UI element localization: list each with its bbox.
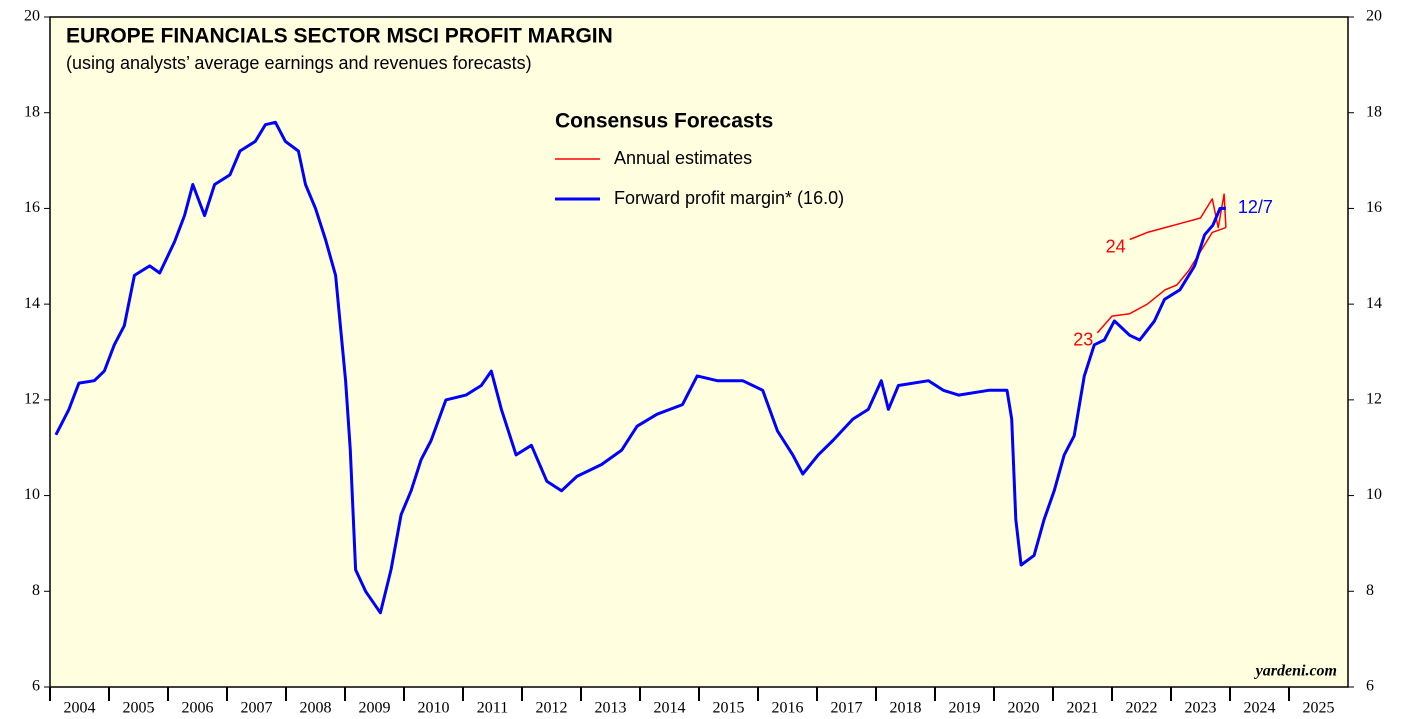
y-tick-label: 18 <box>24 103 40 120</box>
series-label: 23 <box>1073 330 1093 350</box>
legend-label: Forward profit margin* (16.0) <box>614 188 844 208</box>
series-line <box>54 120 1226 615</box>
x-tick-label: 2005 <box>123 700 155 717</box>
x-tick-label: 2015 <box>713 700 745 717</box>
x-tick-label: 2014 <box>654 700 686 717</box>
x-tick-label: 2013 <box>595 700 627 717</box>
annotation: 12/7 <box>1238 197 1273 217</box>
y-tick-label: 20 <box>24 8 40 25</box>
y2-tick-label: 14 <box>1366 295 1382 312</box>
x-tick-label: 2016 <box>772 700 804 717</box>
plot-area <box>49 16 1349 688</box>
y-tick-label: 16 <box>24 199 40 216</box>
y2-tick-label: 8 <box>1366 582 1374 599</box>
x-tick-label: 2007 <box>241 700 273 717</box>
x-tick-label: 2004 <box>64 700 96 717</box>
y-tick-label: 8 <box>32 582 40 599</box>
x-tick-label: 2017 <box>831 700 863 717</box>
y-tick-label: 14 <box>24 295 40 312</box>
series-label: 24 <box>1106 236 1126 256</box>
series-line <box>1129 193 1227 241</box>
x-tick-label: 2009 <box>359 700 391 717</box>
x-tick-label: 2023 <box>1185 700 1217 717</box>
y2-tick-label: 16 <box>1366 199 1382 216</box>
x-tick-label: 2010 <box>418 700 450 717</box>
y2-tick-label: 18 <box>1366 103 1382 120</box>
x-tick-label: 2011 <box>477 700 508 717</box>
y2-tick-label: 10 <box>1366 486 1382 503</box>
x-tick-label: 2022 <box>1126 700 1158 717</box>
y2-tick-label: 20 <box>1366 8 1382 25</box>
x-tick-label: 2025 <box>1303 700 1335 717</box>
x-tick-label: 2021 <box>1067 700 1099 717</box>
y-tick-label: 12 <box>24 391 40 408</box>
legend-title: Consensus Forecasts <box>555 110 773 133</box>
x-tick-label: 2006 <box>182 700 214 717</box>
y-tick-label: 10 <box>24 486 40 503</box>
chart-subtitle: (using analysts’ average earnings and re… <box>66 53 532 73</box>
x-tick-label: 2019 <box>949 700 981 717</box>
series-line <box>1096 226 1227 334</box>
x-tick-label: 2020 <box>1008 700 1040 717</box>
x-tick-label: 2018 <box>890 700 922 717</box>
y-tick-label: 6 <box>32 678 40 695</box>
y2-tick-label: 12 <box>1366 391 1382 408</box>
x-tick-label: 2012 <box>536 700 568 717</box>
y2-tick-label: 6 <box>1366 678 1374 695</box>
x-tick-label: 2024 <box>1244 700 1276 717</box>
chart-title: EUROPE FINANCIALS SECTOR MSCI PROFIT MAR… <box>66 25 613 48</box>
legend-label: Annual estimates <box>614 148 752 168</box>
x-tick-label: 2008 <box>300 700 332 717</box>
source: yardeni.com <box>1254 663 1337 680</box>
